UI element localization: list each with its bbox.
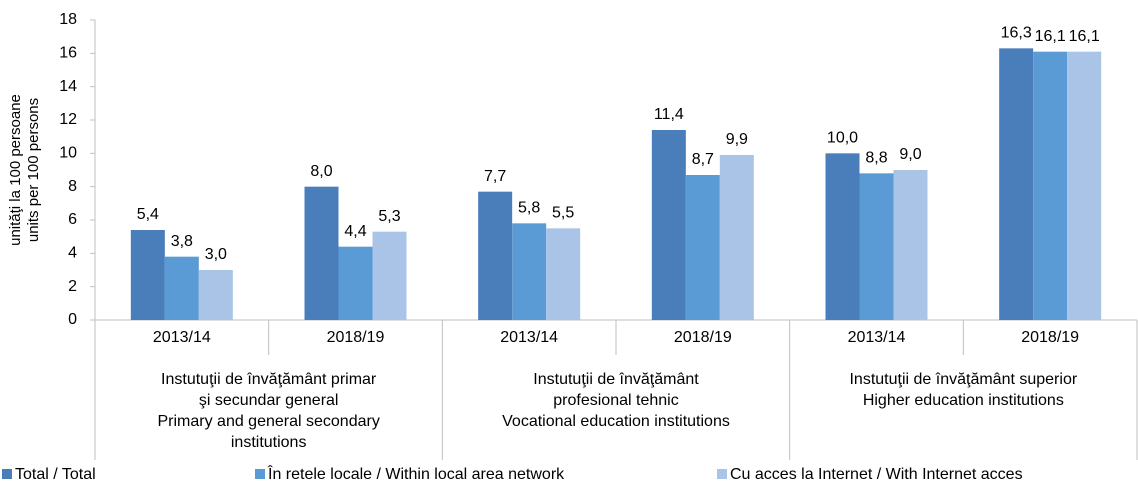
- group-label: profesional tehnic: [553, 392, 678, 409]
- value-label: 5,5: [552, 205, 574, 222]
- x-tick-label: 2013/14: [500, 329, 558, 346]
- bar: [999, 48, 1034, 320]
- bar: [130, 230, 165, 320]
- value-label: 3,0: [205, 246, 227, 263]
- legend-swatch: [255, 469, 265, 479]
- value-label: 4,4: [344, 223, 366, 240]
- bar: [893, 170, 928, 320]
- bar: [825, 153, 860, 320]
- y-tick-label: 6: [68, 211, 77, 228]
- y-tick-label: 18: [59, 11, 77, 28]
- bar: [512, 223, 547, 320]
- value-label: 11,4: [654, 106, 684, 123]
- y-axis-label: unităţi la 100 persoane: [7, 94, 24, 246]
- bar: [546, 228, 581, 320]
- value-label: 16,3: [1001, 25, 1032, 42]
- legend-label: În retele locale / Within local area net…: [267, 464, 565, 483]
- legend-label: Cu acces la Internet / With Internet acc…: [730, 466, 1023, 483]
- value-label: 9,9: [726, 131, 748, 148]
- legend-swatch: [2, 469, 12, 479]
- bar: [651, 130, 686, 320]
- value-label: 16,1: [1069, 28, 1100, 45]
- bar: [372, 231, 407, 320]
- value-label: 3,8: [171, 233, 193, 250]
- x-tick-label: 2018/19: [327, 329, 385, 346]
- y-tick-label: 14: [59, 78, 77, 95]
- y-tick-label: 4: [68, 245, 77, 262]
- y-tick-label: 12: [59, 111, 77, 128]
- group-label: şi secundar general: [199, 392, 339, 409]
- y-tick-label: 16: [59, 45, 77, 62]
- y-tick-label: 2: [68, 278, 77, 295]
- value-label: 8,0: [310, 163, 332, 180]
- group-label: institutions: [231, 434, 307, 451]
- value-label: 5,8: [518, 200, 540, 217]
- value-label: 8,7: [692, 151, 714, 168]
- bar: [1033, 51, 1068, 321]
- legend-swatch: [717, 469, 727, 479]
- y-tick-label: 8: [68, 178, 77, 195]
- bar: [304, 186, 339, 320]
- value-label: 5,4: [137, 206, 159, 223]
- value-label: 9,0: [899, 146, 921, 163]
- bar: [859, 173, 894, 320]
- y-tick-label: 0: [68, 311, 77, 328]
- group-label: Primary and general secondary: [157, 413, 379, 430]
- x-tick-label: 2018/19: [1021, 329, 1079, 346]
- bar: [478, 191, 513, 320]
- x-tick-label: 2018/19: [674, 329, 732, 346]
- bar: [719, 155, 754, 320]
- group-label: Vocational education institutions: [502, 413, 730, 430]
- value-label: 5,3: [378, 208, 400, 225]
- group-label: Instutuţii de învăţământ superior: [849, 371, 1077, 388]
- legend-label: Total / Total: [15, 466, 96, 483]
- y-tick-label: 10: [59, 145, 77, 162]
- bar: [338, 246, 373, 320]
- value-label: 16,1: [1035, 28, 1066, 45]
- bar: [198, 270, 233, 320]
- bar: [685, 175, 720, 320]
- x-tick-label: 2013/14: [153, 329, 211, 346]
- value-label: 8,8: [865, 150, 887, 167]
- y-axis-label: units per 100 persons: [25, 98, 42, 242]
- x-tick-label: 2013/14: [848, 329, 906, 346]
- value-label: 10,0: [827, 130, 858, 147]
- group-label: Instutuţii de învăţământ: [533, 371, 699, 388]
- bar: [164, 256, 199, 320]
- group-label: Instutuţii de învăţământ primar: [161, 371, 377, 388]
- bar: [1067, 51, 1102, 321]
- group-label: Higher education institutions: [863, 392, 1064, 409]
- value-label: 7,7: [484, 168, 506, 185]
